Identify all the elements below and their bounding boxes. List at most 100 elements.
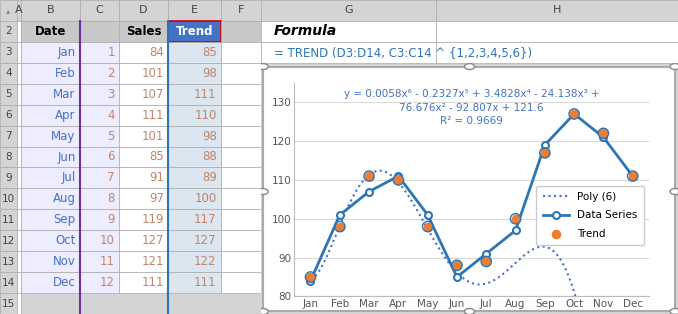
Text: C: C [96, 5, 103, 15]
Text: 15: 15 [2, 299, 15, 309]
Text: 3: 3 [108, 88, 115, 101]
Bar [17, 272, 21, 293]
Text: Formula: Formula [273, 24, 337, 38]
Poly (6) [376, 169, 384, 173]
Bar [220, 167, 261, 188]
Text: ▴: ▴ [6, 6, 11, 15]
Bar [21, 167, 79, 188]
Text: Mar: Mar [54, 88, 76, 101]
Bar [220, 147, 261, 167]
Bar [21, 147, 79, 167]
Bar [17, 209, 21, 230]
Point [452, 263, 462, 268]
Bar [0, 105, 17, 126]
Bar [220, 126, 261, 147]
Bar [220, 230, 261, 251]
Text: 127: 127 [194, 234, 217, 247]
Bar [21, 63, 79, 84]
Bar [220, 0, 261, 21]
Text: 107: 107 [142, 88, 165, 101]
Bar [261, 21, 436, 42]
Text: 89: 89 [202, 171, 217, 184]
Bar [0, 293, 17, 314]
Trend [598, 131, 609, 136]
Text: May: May [52, 130, 76, 143]
Bar [168, 21, 220, 42]
Bar [168, 209, 220, 230]
Point [598, 131, 609, 136]
Text: Sales: Sales [126, 25, 161, 38]
Text: 9: 9 [107, 213, 115, 226]
Poly (6) [504, 267, 513, 271]
Trend [452, 263, 462, 268]
Bar [21, 272, 79, 293]
Text: Trend: Trend [176, 25, 213, 38]
Text: B: B [46, 5, 54, 15]
Text: 7: 7 [5, 131, 12, 141]
Point [305, 274, 316, 279]
Text: F: F [237, 5, 244, 15]
Bar [220, 251, 261, 272]
Circle shape [670, 308, 678, 314]
Bar [17, 42, 21, 63]
Text: 3: 3 [5, 47, 12, 57]
Bar [17, 63, 21, 84]
Bar [79, 105, 119, 126]
Legend: Poly (6), Data Series, Trend: Poly (6), Data Series, Trend [536, 186, 643, 245]
Bar [21, 42, 79, 63]
Bar [119, 167, 168, 188]
Bar [436, 42, 678, 63]
Bar [119, 272, 168, 293]
Bar [21, 21, 79, 42]
Bar [0, 147, 17, 167]
Bar [0, 84, 17, 105]
Data Series [395, 174, 403, 178]
Bar [168, 63, 220, 84]
Text: 11: 11 [2, 215, 15, 225]
Bar [0, 251, 17, 272]
Text: 11: 11 [100, 255, 115, 268]
Data Series [541, 143, 549, 147]
Bar [0, 188, 17, 209]
Bar [21, 0, 79, 21]
Text: 111: 111 [142, 276, 165, 289]
Text: Sep: Sep [54, 213, 76, 226]
Bar [21, 126, 79, 147]
Bar [79, 147, 119, 167]
Text: 122: 122 [194, 255, 217, 268]
Bar [21, 251, 79, 272]
Text: H: H [553, 5, 561, 15]
Text: 2: 2 [107, 67, 115, 80]
Text: 8: 8 [5, 152, 12, 162]
Trend [422, 224, 433, 229]
Bar [168, 42, 220, 63]
Bar [119, 209, 168, 230]
Bar [119, 126, 168, 147]
Text: Jan: Jan [58, 46, 76, 59]
Bar [119, 147, 168, 167]
Text: 8: 8 [108, 192, 115, 205]
Bar [17, 293, 21, 314]
Text: Apr: Apr [55, 109, 76, 122]
Point [422, 224, 433, 229]
Bar [168, 251, 220, 272]
Poly (6) [499, 272, 507, 276]
Bar [17, 147, 21, 167]
Bar [79, 251, 119, 272]
Circle shape [670, 188, 678, 195]
Circle shape [670, 63, 678, 70]
Bar [21, 188, 79, 209]
Bar [220, 21, 261, 42]
Bar [168, 126, 220, 147]
Bar [220, 63, 261, 84]
Bar [21, 84, 79, 105]
Bar [0, 0, 17, 21]
Data Series [306, 279, 315, 283]
Bar [0, 42, 17, 63]
Bar [17, 0, 21, 21]
Data Series [482, 252, 490, 256]
Bar [261, 0, 436, 21]
Text: 4: 4 [5, 68, 12, 78]
Text: Date: Date [35, 25, 66, 38]
Text: 101: 101 [142, 67, 165, 80]
